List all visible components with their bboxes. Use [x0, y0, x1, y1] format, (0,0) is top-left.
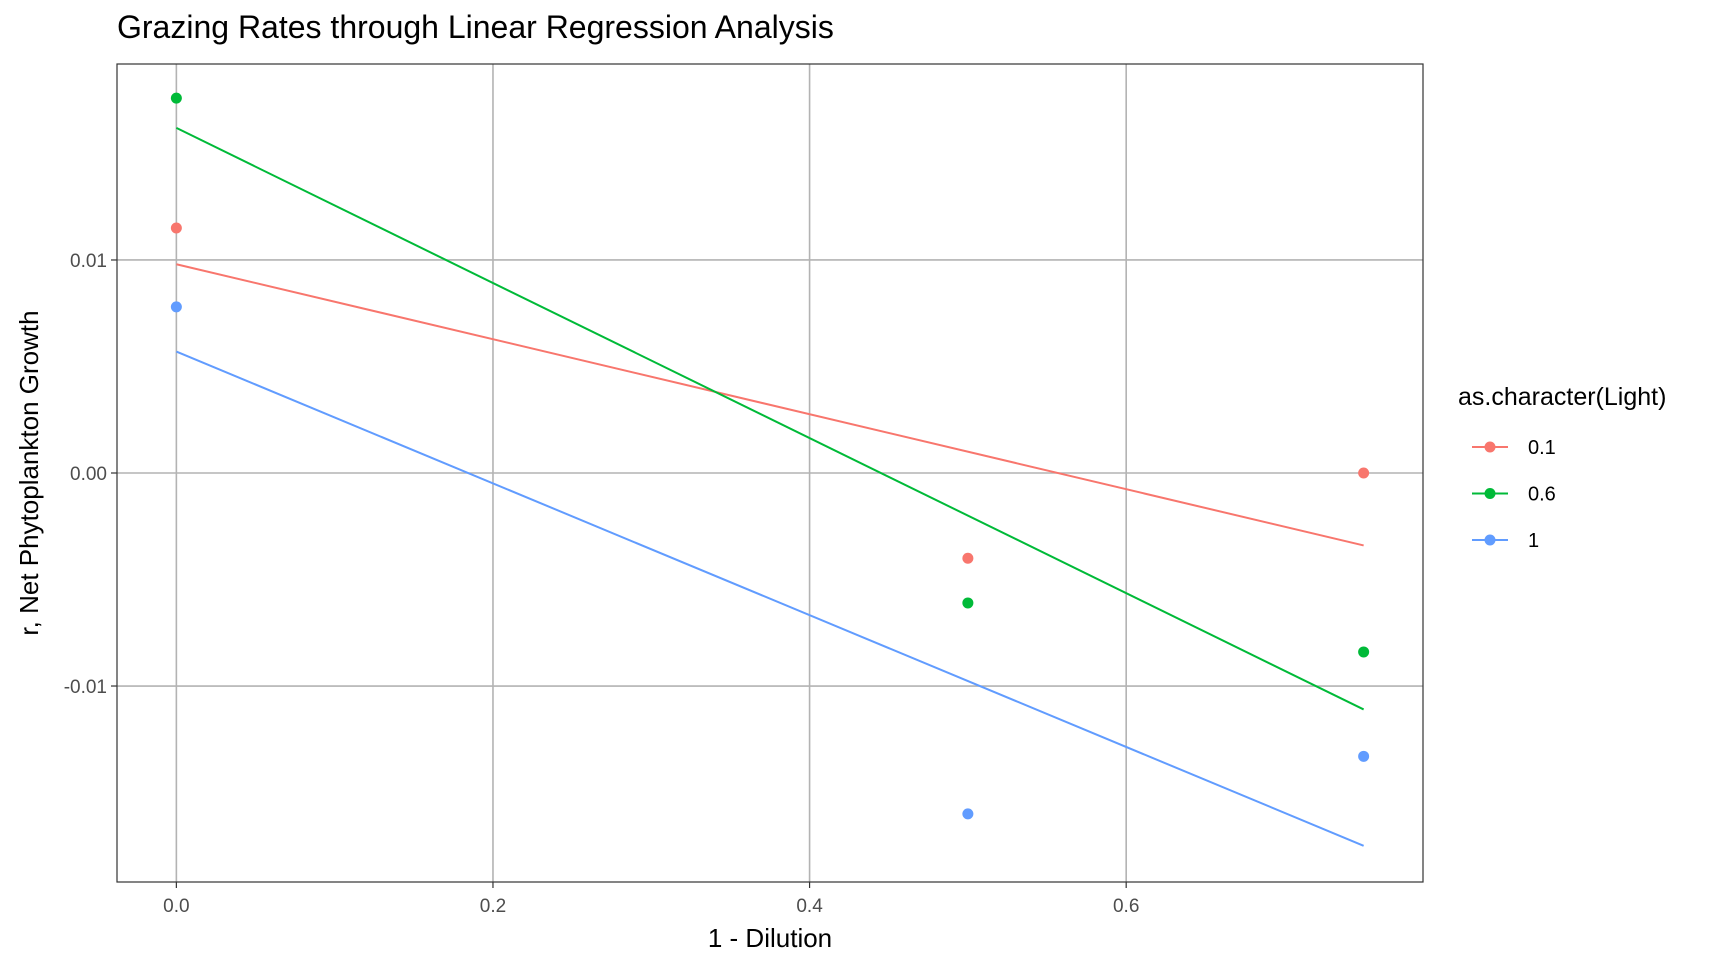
data-point-light-0-1: [1358, 467, 1370, 479]
legend-label: 1: [1528, 530, 1539, 552]
legend-key-point: [1484, 534, 1496, 546]
legend-key-point: [1484, 441, 1496, 453]
y-tick-label: 0.01: [70, 251, 107, 272]
legend: as.character(Light) 0.1 0.6 1: [1458, 383, 1666, 552]
fit-line-light-0-1: [176, 263, 1364, 547]
regression-lines: [175, 127, 1365, 847]
legend-item-0-6: 0.6: [1472, 484, 1556, 506]
legend-title: as.character(Light): [1458, 383, 1666, 411]
data-point-light-1: [962, 808, 974, 820]
y-axis-title: r, Net Phytoplankton Growth: [14, 310, 44, 635]
legend-item-1: 1: [1472, 530, 1539, 552]
data-point-light-0-1: [170, 222, 182, 234]
x-axis-title: 1 - Dilution: [708, 923, 832, 953]
fit-line-light-0-6: [175, 127, 1365, 711]
data-point-light-1: [170, 301, 182, 313]
x-axis-ticks: 0.0 0.2 0.4 0.6: [163, 882, 1139, 917]
x-tick-label: 0.0: [163, 896, 189, 917]
grid-lines: [117, 64, 1423, 882]
x-tick-label: 0.6: [1113, 896, 1139, 917]
chart-title: Grazing Rates through Linear Regression …: [117, 9, 834, 45]
x-tick-label: 0.2: [480, 896, 506, 917]
x-tick-label: 0.4: [796, 896, 823, 917]
y-axis-ticks: 0.01 0.00 -0.01: [64, 251, 117, 698]
legend-label: 0.6: [1528, 484, 1556, 506]
legend-key-point: [1484, 488, 1496, 499]
data-point-light-0-6: [1358, 646, 1370, 658]
fit-line-light-1: [175, 350, 1365, 847]
y-tick-label: -0.01: [64, 677, 107, 698]
data-point-light-1: [1358, 750, 1370, 762]
legend-item-0-1: 0.1: [1472, 437, 1556, 459]
data-point-light-0-6: [170, 92, 182, 104]
data-point-light-0-1: [962, 552, 974, 564]
data-point-light-0-6: [962, 597, 974, 609]
legend-label: 0.1: [1528, 437, 1556, 459]
y-tick-label: 0.00: [70, 464, 107, 485]
data-points: [170, 92, 1370, 820]
